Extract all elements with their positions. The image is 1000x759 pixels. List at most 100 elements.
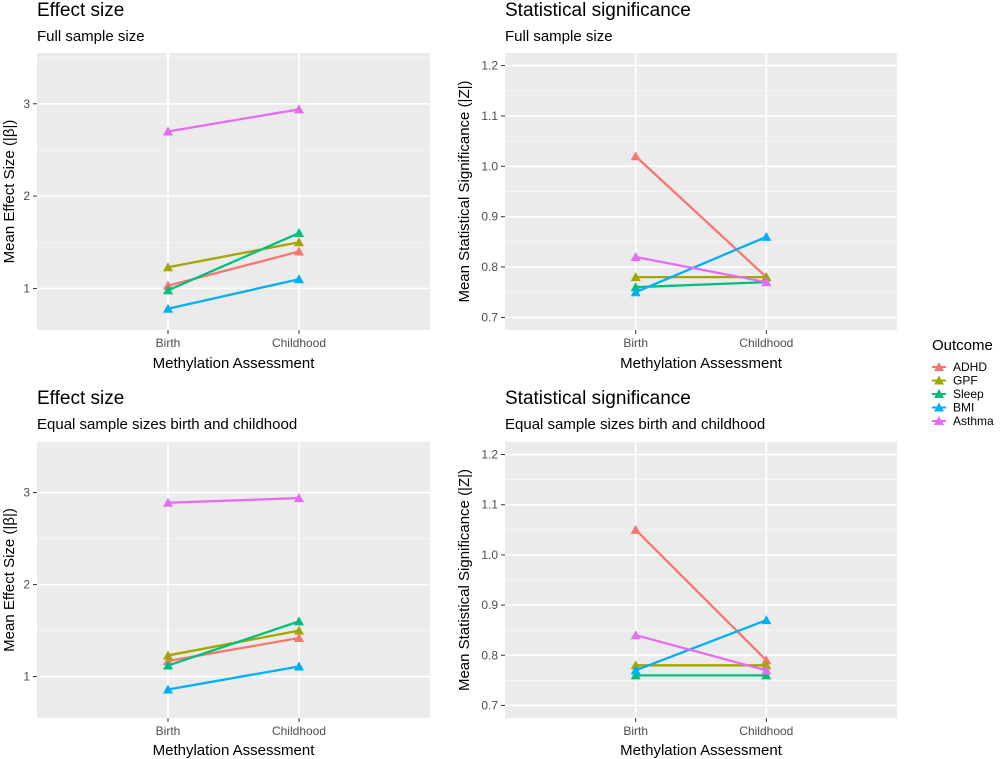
panel-title: Effect size bbox=[37, 388, 124, 409]
y-tick-label: 1 bbox=[23, 281, 30, 295]
data-point bbox=[761, 277, 772, 287]
data-point bbox=[630, 272, 641, 282]
data-point bbox=[163, 650, 173, 660]
data-point bbox=[294, 237, 304, 247]
legend-item-label: GPF bbox=[953, 374, 978, 388]
x-axis-label: Methylation Assessment bbox=[153, 742, 316, 759]
y-tick-label: 1.0 bbox=[481, 548, 498, 562]
x-tick-label: Childhood bbox=[739, 336, 793, 350]
data-point bbox=[630, 660, 641, 670]
data-point bbox=[163, 126, 173, 136]
x-tick-label: Birth bbox=[623, 336, 648, 350]
panel-title: Effect size bbox=[37, 0, 124, 21]
data-point bbox=[163, 262, 173, 272]
series-line bbox=[167, 620, 300, 667]
y-tick-label: 1.1 bbox=[481, 109, 498, 123]
data-point bbox=[761, 272, 772, 282]
panel-3: 1 2 3 Birth Childhood Effect size Equal sample… bbox=[1, 388, 430, 759]
data-point bbox=[630, 524, 641, 534]
y-tick-label: 2 bbox=[23, 578, 30, 592]
y-tick-label: 1.1 bbox=[481, 498, 498, 512]
data-point bbox=[761, 655, 772, 665]
data-point bbox=[294, 104, 304, 114]
y-tick-label: 1.2 bbox=[481, 448, 498, 462]
y-tick-label: 0.9 bbox=[481, 598, 498, 612]
y-tick-label: 2 bbox=[23, 189, 30, 203]
series-line bbox=[167, 496, 300, 504]
data-point bbox=[294, 625, 304, 635]
y-tick-label: 3 bbox=[23, 97, 30, 111]
series-line bbox=[167, 231, 300, 292]
series-sleep bbox=[163, 616, 304, 670]
series-bmi bbox=[630, 231, 772, 297]
series-line bbox=[167, 278, 300, 310]
data-point bbox=[163, 303, 173, 313]
data-point bbox=[761, 660, 772, 670]
y-axis-label: Mean Statistical Significance (|Z|) bbox=[456, 80, 473, 302]
series-line bbox=[167, 108, 300, 133]
panel-title: Statistical significance bbox=[505, 388, 691, 409]
series-gpf bbox=[163, 237, 304, 272]
legend-key-marker bbox=[934, 389, 944, 398]
x-tick-label: Birth bbox=[156, 724, 181, 738]
legend-item-gpf: GPF bbox=[932, 374, 978, 388]
data-point bbox=[294, 661, 304, 671]
series-line bbox=[634, 155, 768, 278]
legend-item-label: Sleep bbox=[953, 387, 984, 401]
y-axis-label: Mean Statistical Significance (|Z|) bbox=[456, 469, 473, 691]
x-tick-label: Birth bbox=[156, 336, 181, 350]
y-tick-label: 0.7 bbox=[481, 698, 498, 712]
series-line bbox=[635, 634, 767, 672]
data-point bbox=[630, 251, 641, 261]
data-point bbox=[761, 665, 772, 675]
data-point bbox=[163, 497, 173, 507]
series-line bbox=[167, 665, 300, 691]
data-point bbox=[761, 670, 772, 680]
panel-4: 0.7 0.8 0.9 1.0 1.1 1.2 Birth Childhood Statisti… bbox=[456, 388, 897, 759]
series-bmi bbox=[163, 274, 304, 313]
data-point bbox=[630, 665, 641, 675]
y-tick-label: 1.0 bbox=[481, 159, 498, 173]
legend-item-asthma: Asthma bbox=[932, 414, 994, 428]
legend-item-sleep: Sleep bbox=[932, 387, 984, 401]
series-line bbox=[634, 529, 768, 662]
data-point bbox=[163, 655, 173, 665]
data-point bbox=[630, 151, 641, 161]
series-line bbox=[635, 235, 767, 294]
legend-title: Outcome bbox=[932, 337, 993, 354]
legend-item-bmi: BMI bbox=[932, 401, 974, 415]
x-tick-label: Childhood bbox=[739, 724, 793, 738]
panel-subtitle: Full sample size bbox=[37, 28, 145, 45]
data-point bbox=[294, 246, 304, 256]
series-asthma bbox=[630, 251, 772, 287]
data-point bbox=[761, 231, 772, 241]
data-point bbox=[163, 285, 173, 295]
legend-key-marker bbox=[934, 375, 944, 385]
series-asthma bbox=[163, 104, 304, 136]
data-point bbox=[630, 630, 641, 640]
panel-subtitle: Full sample size bbox=[505, 28, 613, 45]
plot-background bbox=[37, 53, 430, 330]
y-tick-label: 1 bbox=[23, 670, 30, 684]
series-line bbox=[635, 619, 767, 672]
y-tick-label: 0.8 bbox=[481, 260, 498, 274]
data-point bbox=[294, 228, 304, 238]
series-bmi bbox=[163, 661, 304, 694]
x-axis-label: Methylation Assessment bbox=[620, 742, 783, 759]
panel-1: 1 2 3 Birth Childhood Effect size Full sample … bbox=[1, 0, 430, 372]
panel-subtitle: Equal sample sizes birth and childhood bbox=[505, 416, 765, 433]
data-point bbox=[163, 684, 173, 694]
legend-item-label: Asthma bbox=[953, 414, 994, 428]
series-line bbox=[635, 281, 767, 289]
series-adhd bbox=[630, 524, 772, 665]
data-point bbox=[294, 493, 304, 503]
y-axis-label: Mean Effect Size (|β|) bbox=[1, 508, 18, 652]
panel-2: 0.7 0.8 0.9 1.0 1.1 1.2 Birth Childhood Statisti… bbox=[456, 0, 897, 372]
y-tick-label: 3 bbox=[23, 486, 30, 500]
data-point bbox=[630, 287, 641, 297]
data-point bbox=[761, 615, 772, 625]
y-axis-label: Mean Effect Size (|β|) bbox=[1, 120, 18, 264]
y-tick-label: 1.2 bbox=[481, 59, 498, 73]
